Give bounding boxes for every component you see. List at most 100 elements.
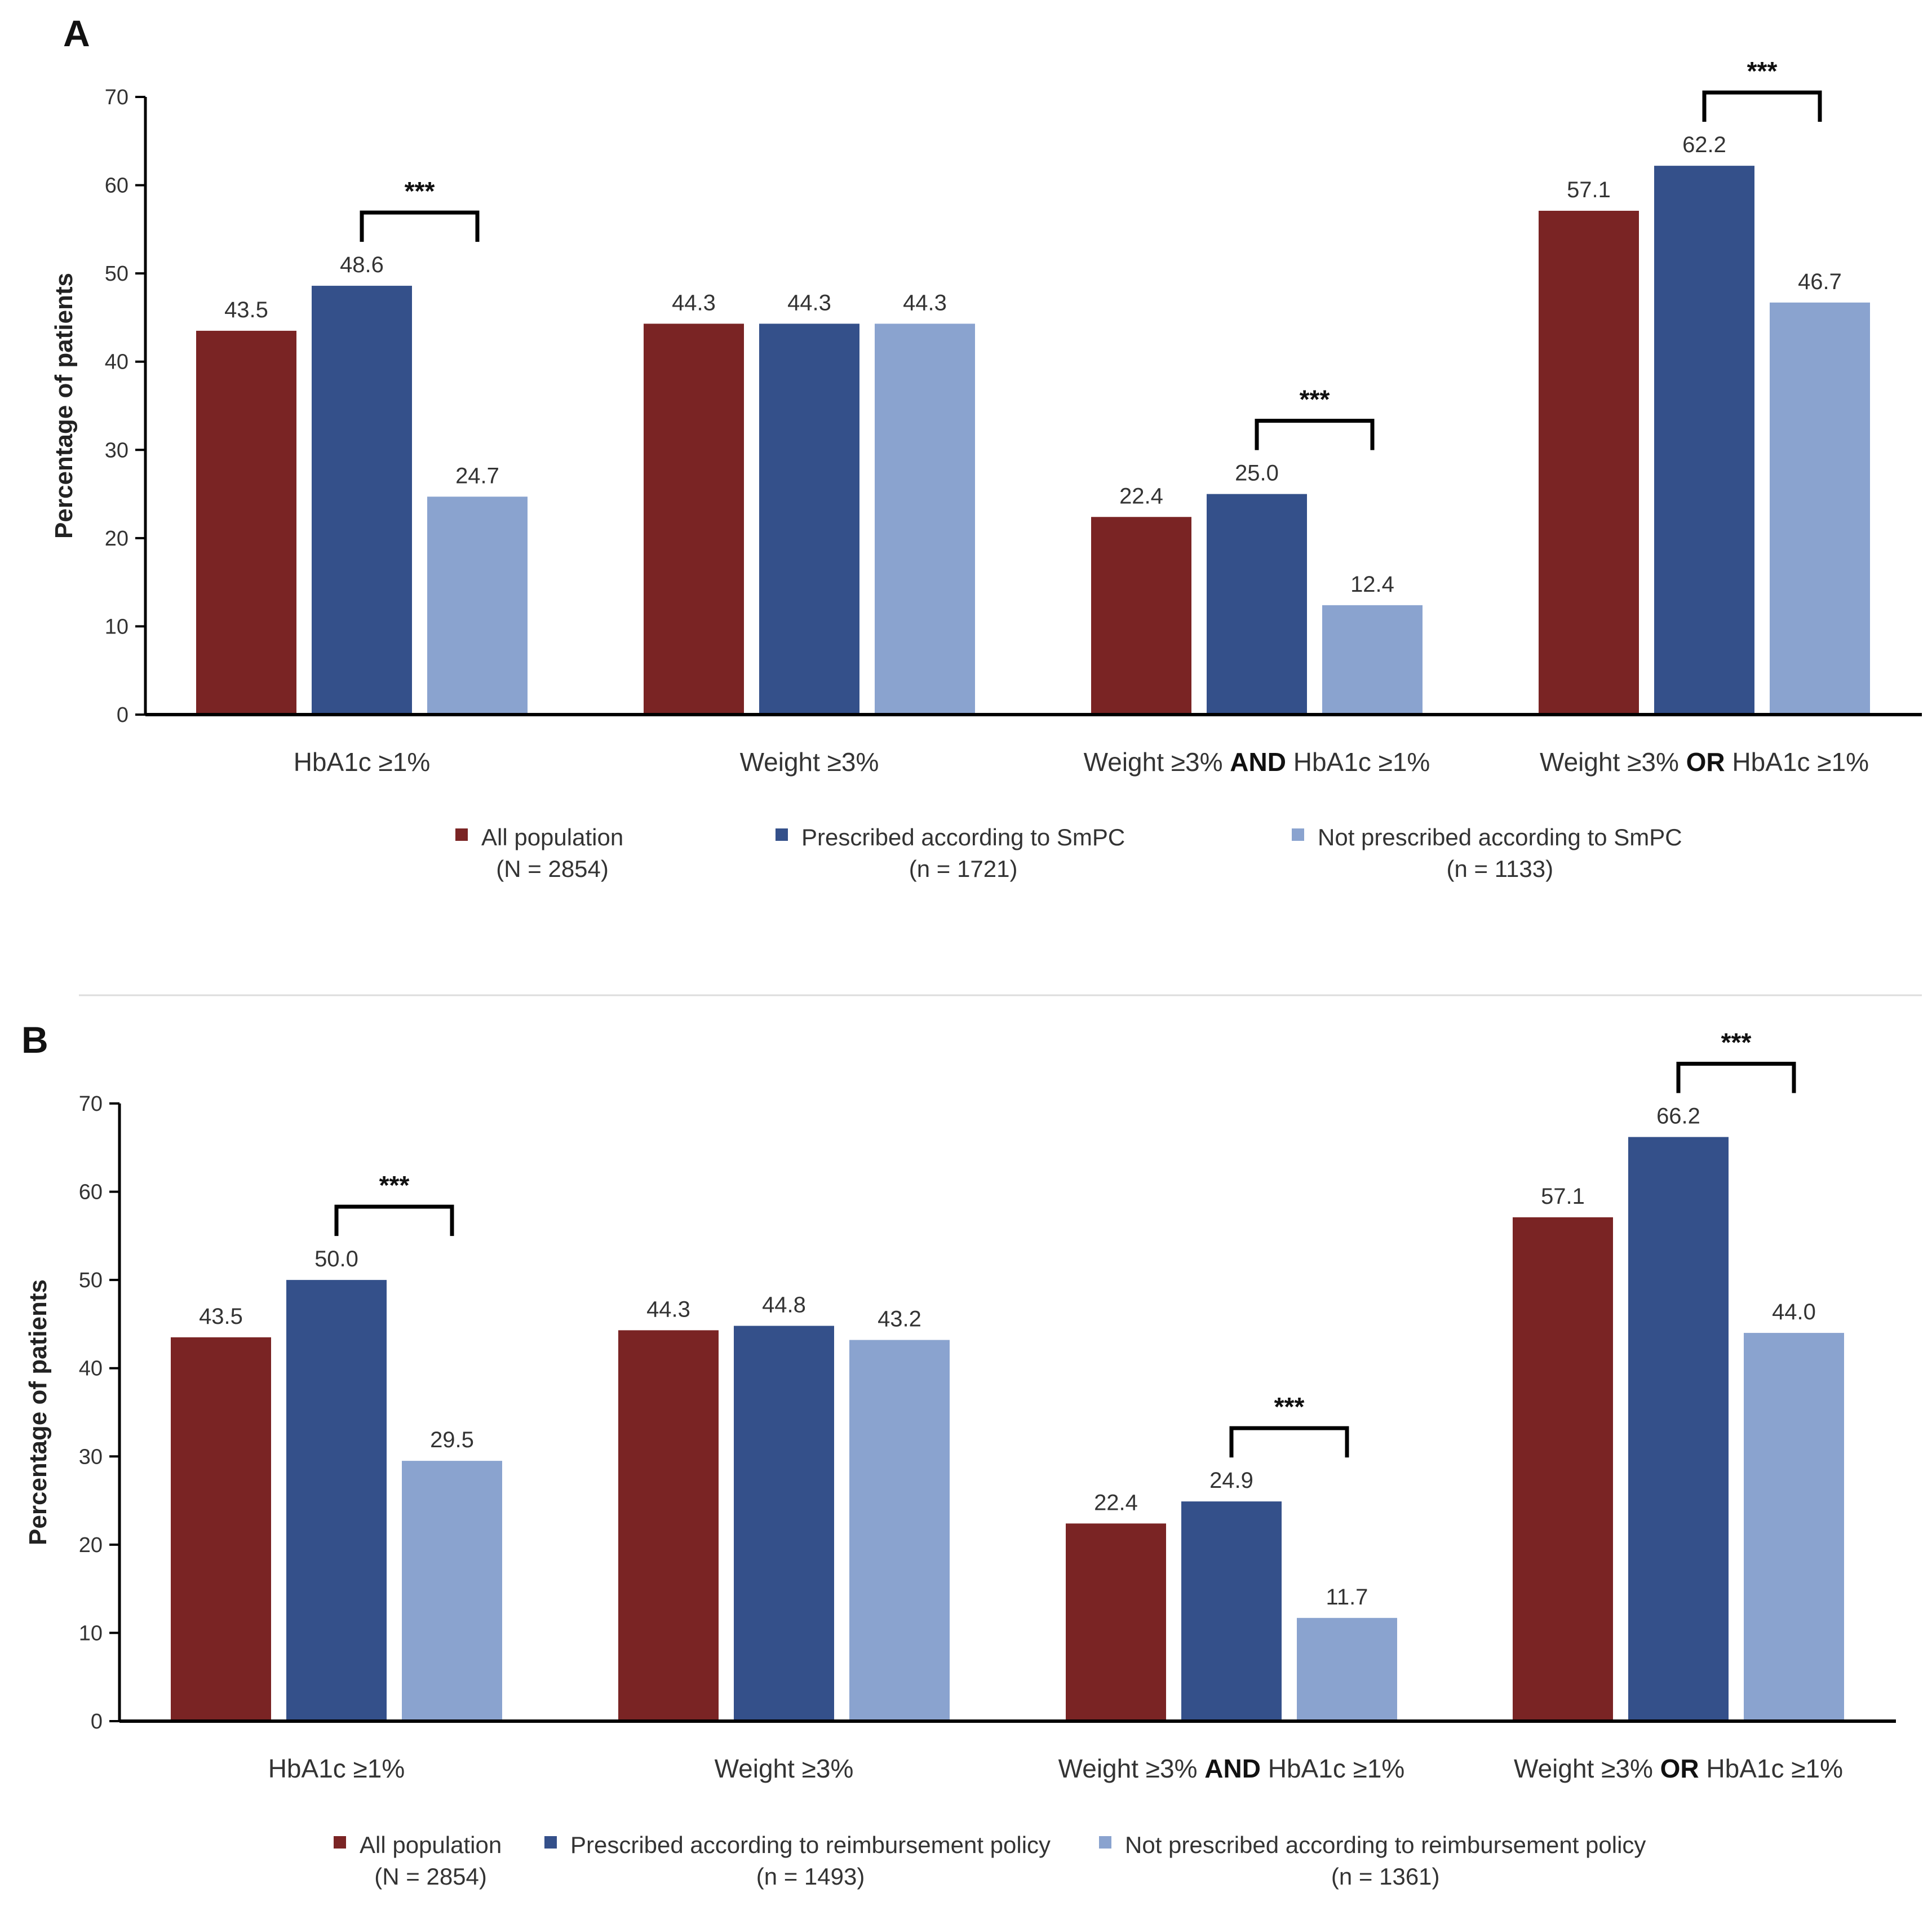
legend-swatch — [776, 828, 788, 841]
y-tick-label: 10 — [105, 615, 128, 639]
data-label: 57.1 — [1567, 178, 1611, 202]
y-tick-label: 30 — [79, 1445, 103, 1469]
data-label: 44.3 — [903, 290, 947, 315]
significance-bracket — [1702, 90, 1822, 122]
bar — [849, 1340, 950, 1721]
data-label: 43.5 — [199, 1304, 243, 1329]
data-label: 29.5 — [430, 1428, 474, 1452]
data-label: 44.8 — [762, 1293, 806, 1318]
bar — [644, 323, 744, 715]
bar — [759, 323, 859, 715]
significance-label: *** — [1274, 1392, 1305, 1421]
legend-swatch — [1292, 828, 1304, 841]
chart-panel-b: B Percentage of patients 0 10 20 30 40 50 60 70 43… — [21, 1019, 1896, 1890]
category-label-part: OR — [1660, 1754, 1699, 1783]
legend-swatch — [455, 828, 468, 841]
data-label: 50.0 — [314, 1247, 358, 1271]
y-tick-label: 30 — [105, 438, 128, 462]
chart-panel-a: A Percentage of patients 0 10 20 30 40 50 60 70 43… — [50, 12, 1922, 882]
data-label: 43.2 — [878, 1307, 921, 1332]
category-label-part: HbA1c ≥1% — [294, 747, 431, 777]
data-label: 48.6 — [340, 252, 384, 277]
bar — [1539, 210, 1639, 715]
legend-label: Prescribed according to SmPC — [801, 824, 1125, 850]
y-tick-label: 50 — [79, 1269, 103, 1292]
significance-label: *** — [379, 1171, 410, 1200]
bar — [427, 497, 528, 715]
y-tick-label: 20 — [79, 1533, 103, 1557]
y-tick-label: 0 — [117, 703, 128, 727]
category-label-part: HbA1c ≥1% — [1286, 747, 1430, 777]
y-tick-label: 20 — [105, 527, 128, 551]
data-label: 24.9 — [1209, 1468, 1253, 1493]
bar — [1066, 1523, 1166, 1721]
y-tick-label: 60 — [105, 174, 128, 198]
y-tick-label: 50 — [105, 262, 128, 286]
category-label-part: AND — [1230, 747, 1286, 777]
bar — [875, 323, 975, 715]
data-label: 24.7 — [455, 463, 499, 488]
y-tick-label: 70 — [79, 1092, 103, 1116]
legend-label: All population — [481, 824, 623, 850]
y-tick-label: 70 — [105, 86, 128, 109]
bar — [1628, 1137, 1729, 1721]
data-label: 62.2 — [1682, 132, 1726, 157]
category-label-part: HbA1c ≥1% — [268, 1754, 405, 1783]
bar — [1297, 1617, 1397, 1721]
significance-label: *** — [1747, 56, 1778, 86]
panel-letter: A — [63, 12, 90, 54]
category-label: Weight ≥3% — [715, 1754, 854, 1783]
data-label: 44.0 — [1772, 1300, 1816, 1324]
bar — [1770, 302, 1870, 715]
bar — [618, 1330, 719, 1721]
bar — [1513, 1217, 1613, 1721]
significance-bracket — [1229, 1426, 1349, 1458]
legend-n-label: (n = 1493) — [756, 1863, 865, 1890]
y-axis-label: Percentage of patients — [24, 1279, 52, 1545]
bar — [196, 330, 296, 715]
y-tick-label: 0 — [91, 1710, 103, 1734]
significance-bracket — [360, 210, 480, 242]
data-label: 43.5 — [224, 298, 268, 322]
category-label-part: HbA1c ≥1% — [1261, 1754, 1404, 1783]
legend-swatch — [334, 1836, 346, 1849]
data-label: 11.7 — [1326, 1585, 1368, 1610]
data-label: 44.3 — [787, 290, 831, 315]
legend-n-label: (n = 1721) — [909, 856, 1018, 882]
significance-bracket — [1676, 1062, 1796, 1093]
category-label: HbA1c ≥1% — [294, 747, 431, 777]
legend-label: All population — [360, 1832, 502, 1858]
category-label: Weight ≥3% — [740, 747, 879, 777]
bar — [1091, 517, 1191, 715]
legend-n-label: (N = 2854) — [374, 1863, 487, 1890]
y-tick-label: 60 — [79, 1181, 103, 1204]
data-label: 25.0 — [1235, 461, 1279, 486]
legend: All population (N = 2854) Prescribed accor… — [455, 824, 1682, 882]
y-axis-label: Percentage of patients — [50, 273, 78, 539]
category-label-part: Weight ≥3% — [1084, 747, 1230, 777]
significance-bracket — [334, 1204, 454, 1236]
data-label: 22.4 — [1119, 484, 1163, 508]
y-tick-label: 40 — [105, 351, 128, 374]
y-tick-label: 40 — [79, 1357, 103, 1381]
legend-label: Prescribed according to reimbursement po… — [570, 1832, 1051, 1858]
legend-n-label: (n = 1133) — [1447, 856, 1554, 882]
y-tick-label: 10 — [79, 1621, 103, 1645]
data-label: 22.4 — [1094, 1490, 1138, 1515]
panel-letter: B — [21, 1019, 48, 1061]
data-label: 44.3 — [672, 290, 716, 315]
data-label: 66.2 — [1656, 1103, 1700, 1128]
bar — [1207, 494, 1307, 715]
category-label: Weight ≥3% AND HbA1c ≥1% — [1058, 1754, 1405, 1783]
significance-label: *** — [1721, 1027, 1752, 1057]
category-label-part: HbA1c ≥1% — [1699, 1754, 1843, 1783]
category-label: Weight ≥3% OR HbA1c ≥1% — [1514, 1754, 1843, 1783]
data-label: 57.1 — [1541, 1184, 1585, 1209]
bar — [402, 1461, 502, 1721]
legend-label: Not prescribed according to reimbursemen… — [1125, 1832, 1646, 1858]
data-label: 46.7 — [1798, 269, 1842, 294]
bar — [1322, 605, 1423, 715]
legend-swatch — [1099, 1836, 1111, 1849]
bar — [1744, 1333, 1844, 1721]
